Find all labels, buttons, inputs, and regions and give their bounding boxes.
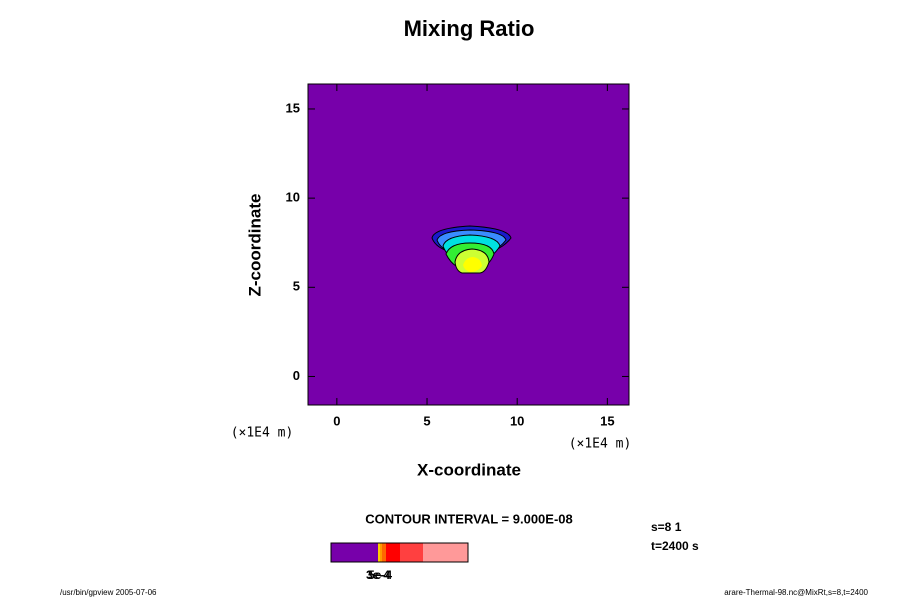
colorbar-segment	[380, 543, 382, 562]
contour-interval: CONTOUR INTERVAL = 9.000E-08	[365, 511, 572, 526]
plot-frame	[307, 83, 630, 406]
contour-blob	[431, 225, 512, 274]
colorbar-segment	[378, 543, 380, 562]
footer: arare-Thermal-98.nc@MixRt,s=8,t=2400	[724, 588, 868, 597]
x-unit: (×1E4 m)	[569, 437, 632, 452]
x-tick-label: 5	[423, 413, 430, 428]
y-tick-label: 5	[293, 279, 300, 294]
colorbar-label: 5e-4	[368, 568, 392, 582]
colorbar-label: 3e-4	[366, 568, 390, 582]
colorbar-segment	[331, 543, 378, 562]
y-tick-label: 10	[286, 190, 300, 205]
x-tick-label: 15	[600, 413, 614, 428]
colorbar-frame	[330, 542, 469, 563]
colorbar-segment	[423, 543, 468, 562]
annotation: s=8 1	[651, 520, 682, 534]
x-tick-label: 0	[333, 413, 340, 428]
colorbar-segment	[386, 543, 400, 562]
x-axis-label: X-coordinate	[417, 460, 521, 479]
x-tick-label: 10	[510, 413, 524, 428]
chart-title: Mixing Ratio	[404, 16, 535, 41]
y-unit: (×1E4 m)	[231, 426, 294, 441]
colorbar-segment	[400, 543, 423, 562]
colorbar-segment	[382, 543, 386, 562]
footer: /usr/bin/gpview 2005-07-06	[60, 588, 157, 597]
y-tick-label: 0	[293, 368, 300, 383]
y-tick-label: 15	[286, 100, 300, 115]
y-axis-label: Z-coordinate	[245, 194, 264, 297]
annotation: t=2400 s	[651, 539, 699, 553]
